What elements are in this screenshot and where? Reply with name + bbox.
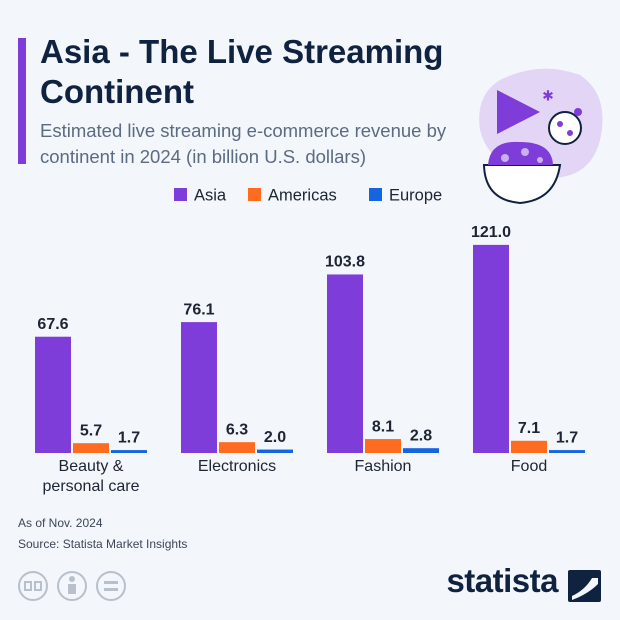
x-tick-label: Fashion bbox=[354, 458, 412, 475]
title-accent bbox=[18, 38, 26, 164]
bar bbox=[35, 336, 71, 453]
value-label: 76.1 bbox=[183, 301, 214, 318]
value-label: 1.7 bbox=[556, 429, 578, 446]
bar bbox=[365, 439, 401, 453]
bar bbox=[403, 448, 439, 453]
value-label: 2.0 bbox=[264, 429, 286, 446]
bar bbox=[181, 322, 217, 453]
legend-swatch bbox=[369, 188, 382, 201]
note: As of Nov. 2024 bbox=[18, 516, 103, 530]
x-tick-label: Food bbox=[510, 458, 548, 475]
bar bbox=[257, 449, 293, 453]
chart-subtitle: Estimated live streaming e-commerce reve… bbox=[40, 120, 447, 167]
value-label: 67.6 bbox=[37, 316, 68, 333]
value-label: 5.7 bbox=[80, 422, 102, 439]
bar bbox=[73, 443, 109, 453]
value-label: 6.3 bbox=[226, 421, 248, 438]
illustration: ✱ bbox=[479, 68, 603, 205]
bar bbox=[327, 274, 363, 453]
legend-swatch bbox=[248, 188, 261, 201]
value-label: 2.8 bbox=[410, 427, 432, 444]
bar bbox=[111, 450, 147, 453]
legend-label: Europe bbox=[389, 186, 442, 204]
x-tick-label: Electronics bbox=[197, 458, 277, 475]
logo-mark bbox=[568, 570, 601, 602]
source: Source: Statista Market Insights bbox=[18, 537, 188, 551]
chart-title: Asia - The Live Streaming Continent bbox=[40, 33, 444, 110]
bar bbox=[473, 244, 509, 453]
value-label: 103.8 bbox=[325, 254, 365, 271]
value-label: 8.1 bbox=[372, 418, 394, 435]
value-label: 1.7 bbox=[118, 429, 140, 446]
x-tick-label: Beauty & personal care bbox=[42, 458, 140, 495]
legend-swatch bbox=[174, 188, 187, 201]
bar bbox=[511, 440, 547, 453]
bar bbox=[219, 442, 255, 453]
logo: statista bbox=[446, 562, 558, 599]
value-label: 121.0 bbox=[471, 224, 511, 241]
license-icons bbox=[18, 571, 126, 601]
legend-label: Asia bbox=[194, 186, 227, 204]
value-label: 7.1 bbox=[518, 420, 540, 437]
legend-label: Americas bbox=[268, 186, 337, 204]
svg-text:✱: ✱ bbox=[542, 88, 554, 104]
bar bbox=[549, 450, 585, 453]
